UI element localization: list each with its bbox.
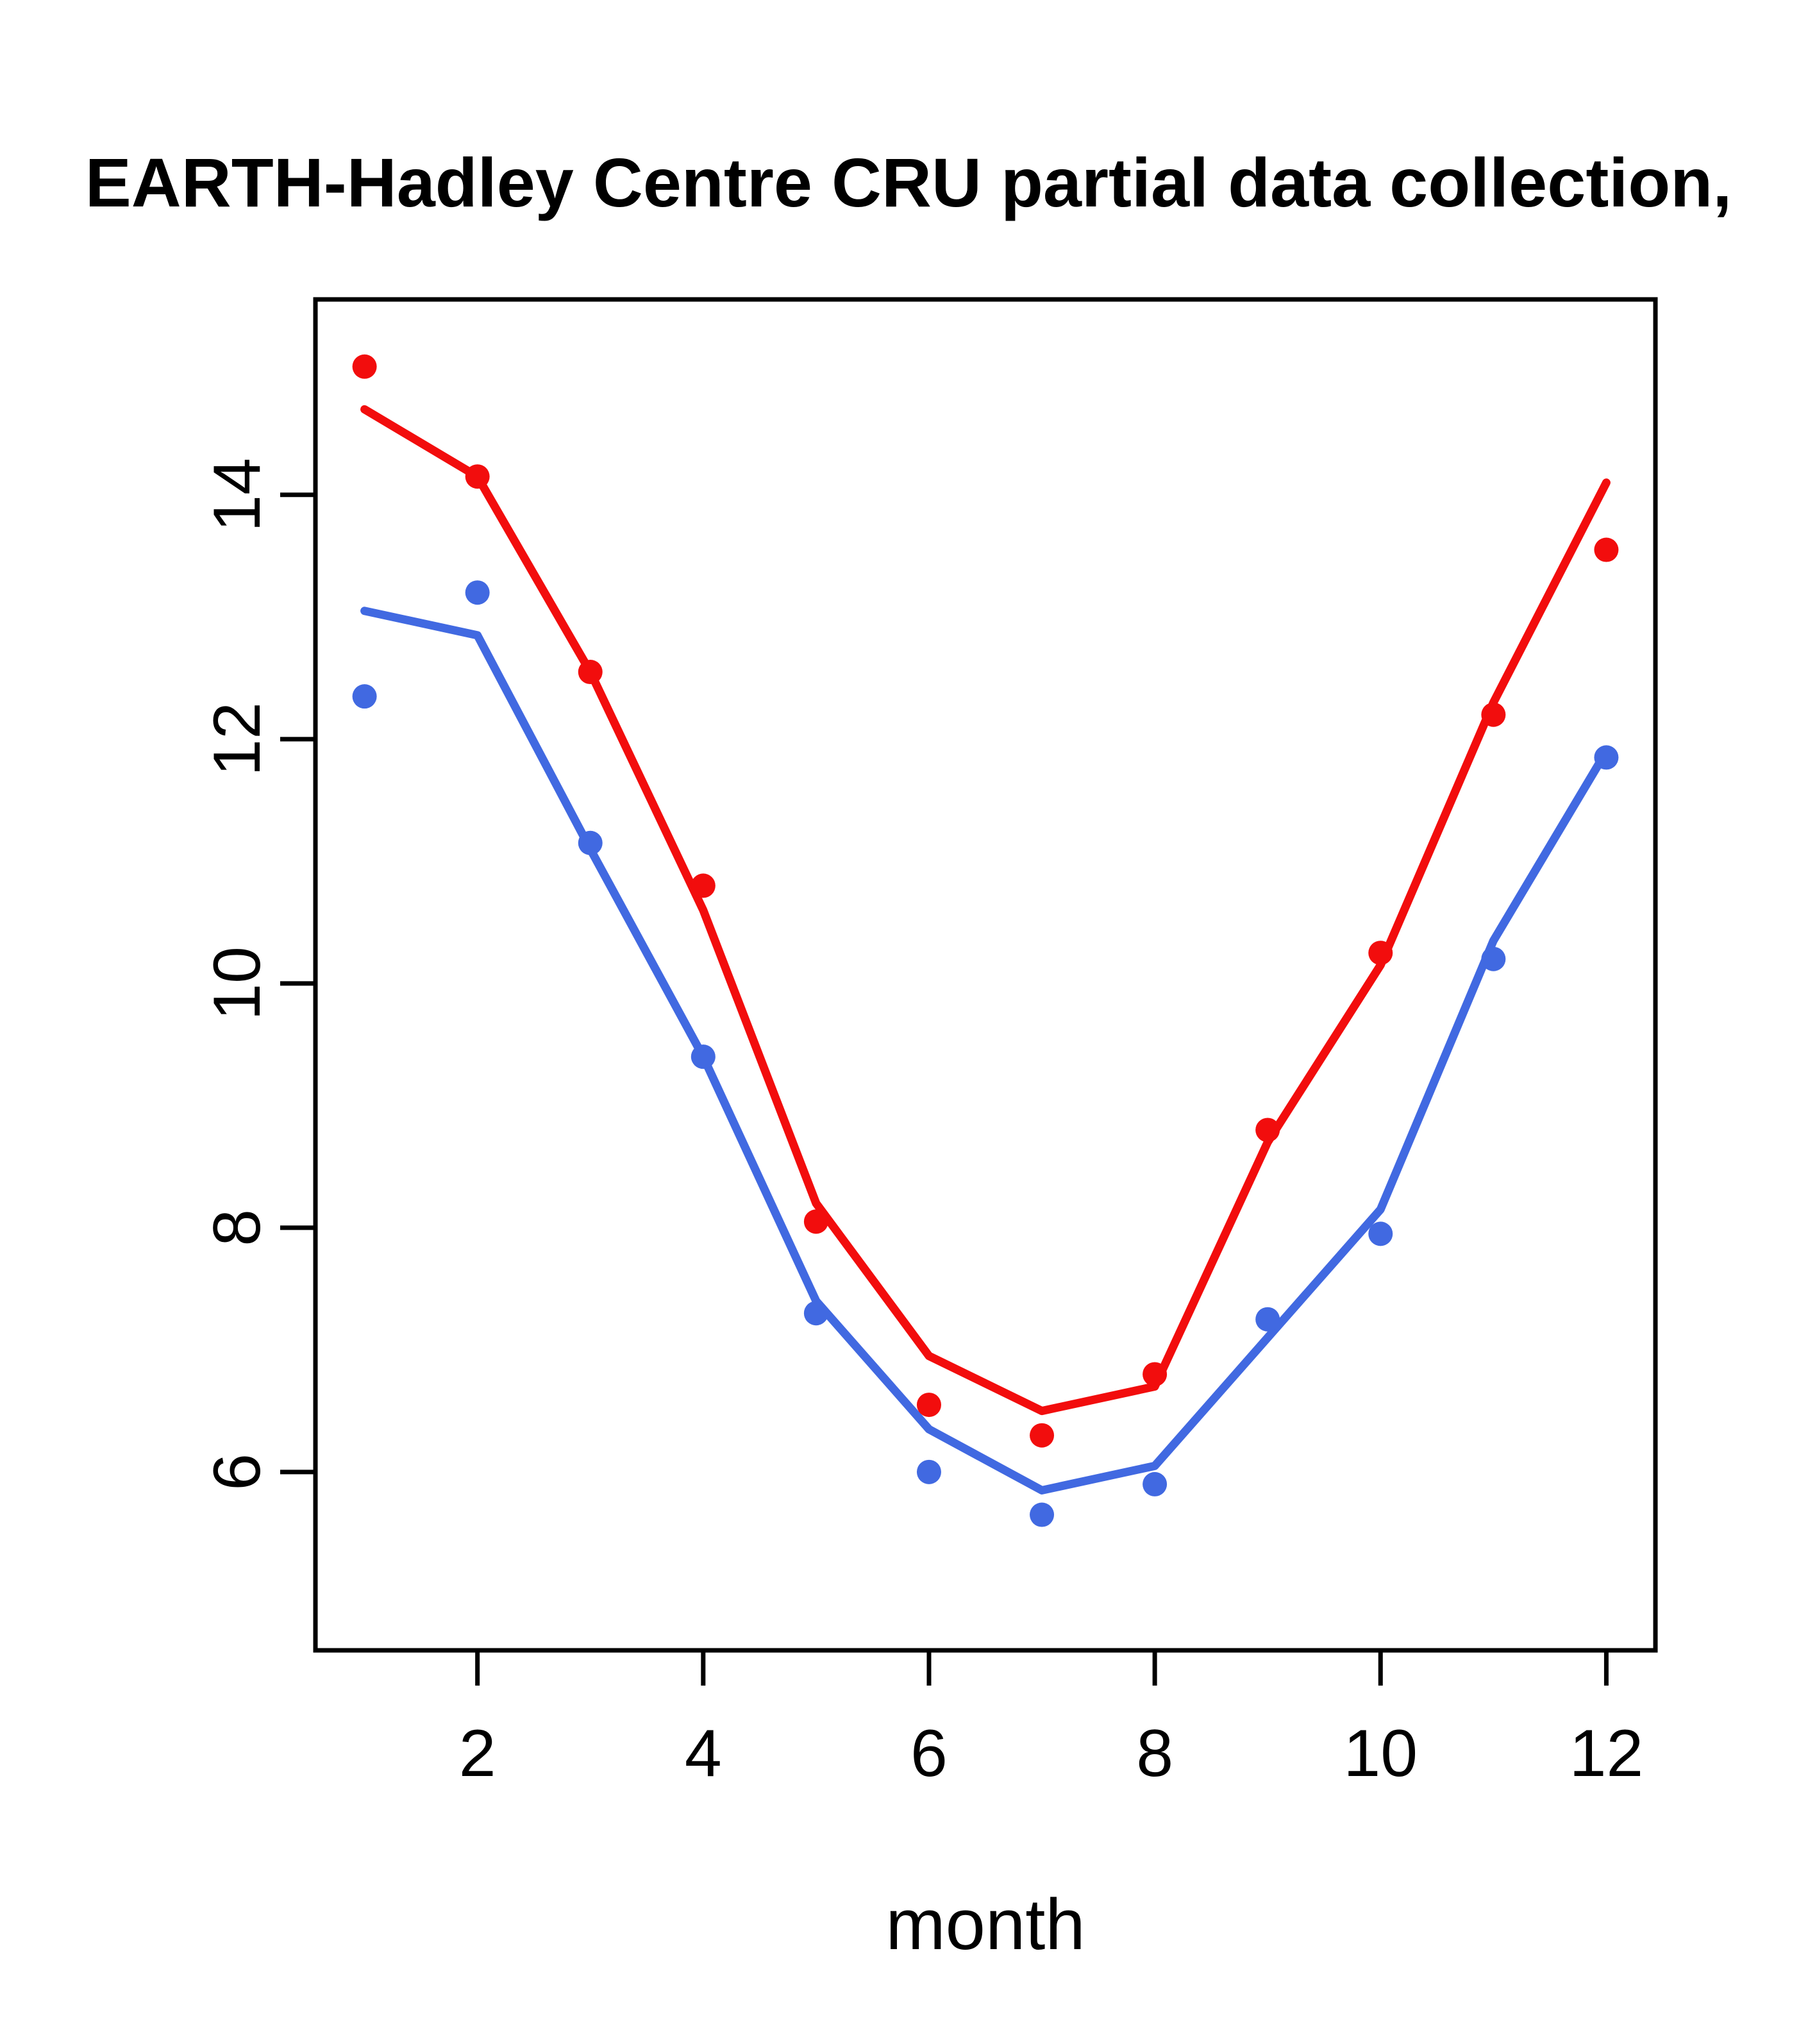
series-red-line: [360, 405, 1611, 1416]
y-tick-label: 6: [200, 1453, 274, 1491]
series-blue-points-marker: [352, 684, 377, 709]
series-red-points-marker: [1255, 1118, 1280, 1143]
x-tick-label: 6: [910, 1716, 948, 1791]
chart-title: EARTH-Hadley Centre CRU partial data col…: [85, 144, 1732, 221]
x-tick-label: 10: [1343, 1716, 1418, 1791]
x-axis-title: month: [885, 1884, 1085, 1964]
series-red-points-marker: [1143, 1362, 1168, 1387]
series-red-points-marker: [465, 464, 490, 489]
x-tick-label: 4: [685, 1716, 722, 1791]
series-blue-points-marker: [1030, 1502, 1055, 1527]
series-red-points-marker: [1368, 941, 1393, 966]
series-red-points-marker: [1594, 537, 1619, 562]
series-red-points-marker: [691, 873, 716, 898]
series-red-points-marker: [1030, 1423, 1055, 1448]
series-blue-points-marker: [1481, 946, 1506, 971]
y-tick-label: 10: [200, 946, 274, 1021]
y-tick-label: 8: [200, 1209, 274, 1246]
series-blue-points-marker: [916, 1459, 941, 1484]
x-tick-label: 12: [1570, 1716, 1644, 1791]
plot-area: 6 8 10 12 14 2 4 6 8 10 12: [200, 297, 1658, 1791]
series-red-points-marker: [578, 660, 603, 685]
series-blue-points-marker: [691, 1044, 716, 1069]
series-blue-points-marker: [578, 830, 603, 855]
series-red-points-marker: [352, 354, 377, 379]
series-blue-points-marker: [803, 1301, 828, 1326]
series-blue-points-marker: [1368, 1221, 1393, 1246]
y-tick-label: 12: [200, 702, 274, 776]
y-tick-label: 14: [200, 458, 274, 532]
series-red-points-marker: [1481, 702, 1506, 727]
series-blue-line: [360, 607, 1611, 1495]
series-blue-points-marker: [1594, 745, 1619, 770]
series-blue-points-marker: [1255, 1307, 1280, 1332]
plot-box: [313, 297, 1658, 1653]
series-blue-points-marker: [1143, 1471, 1168, 1496]
series-red-points-marker: [803, 1209, 828, 1234]
series-red-points-marker: [916, 1393, 941, 1418]
x-tick-label: 8: [1136, 1716, 1173, 1791]
x-tick-label: 2: [459, 1716, 496, 1791]
series-blue-points-marker: [465, 580, 490, 605]
